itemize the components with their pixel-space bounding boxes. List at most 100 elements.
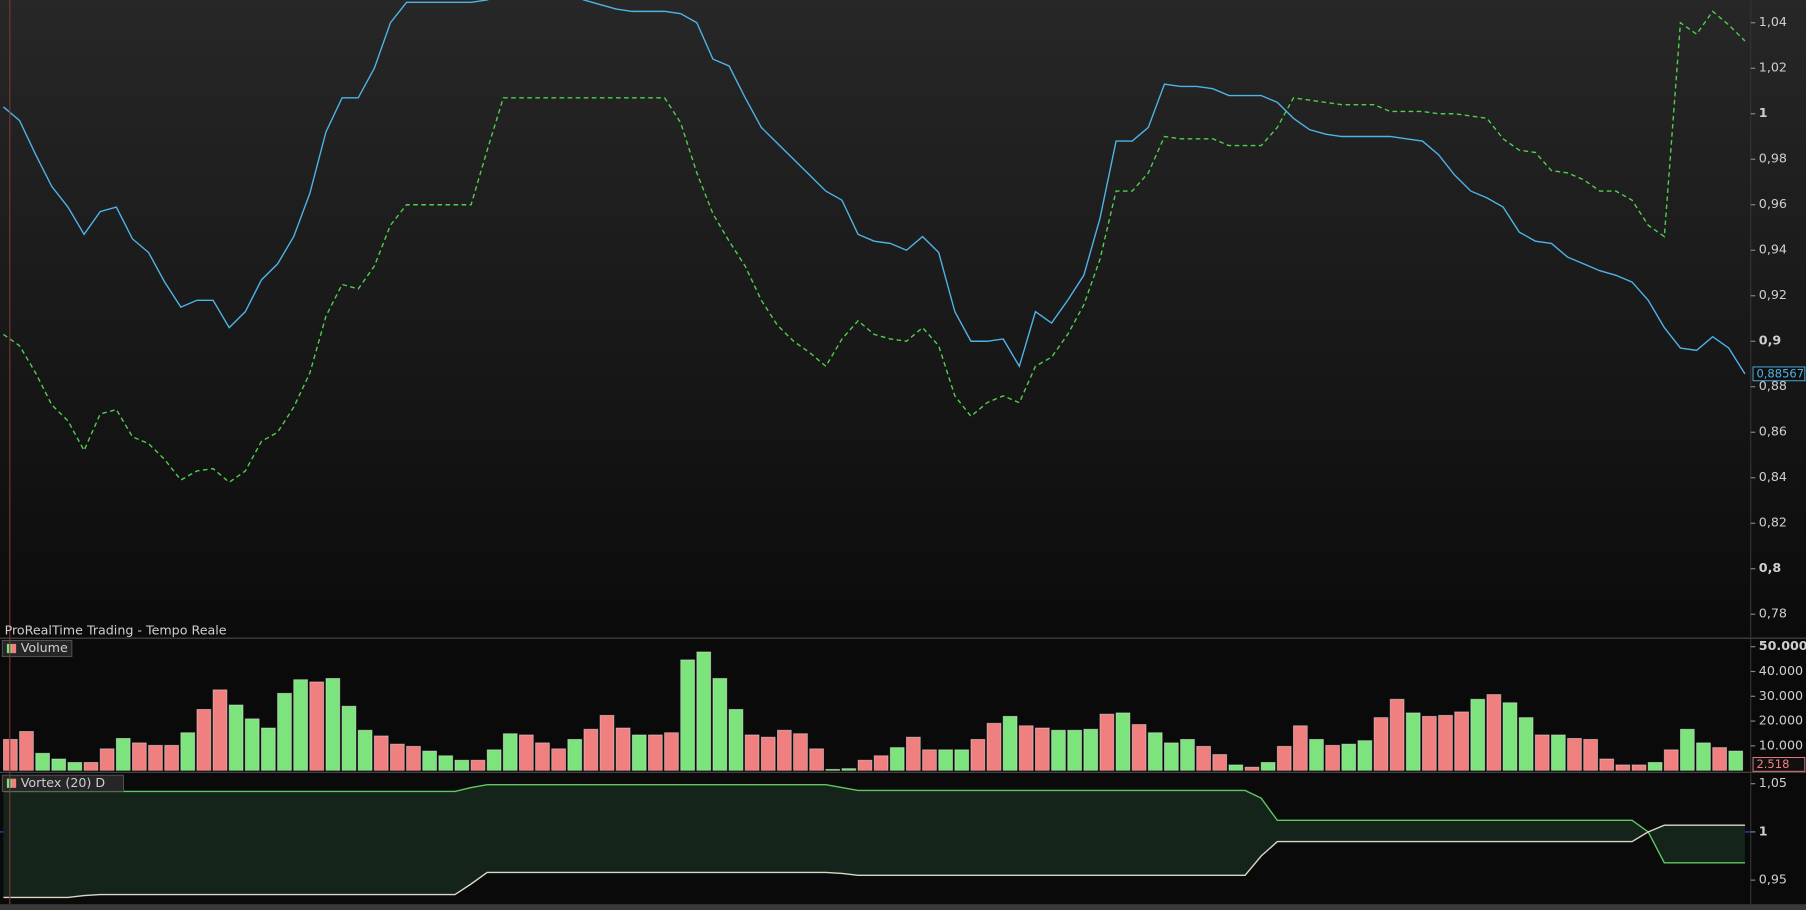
volume-bar (1518, 717, 1534, 771)
volume-bar (680, 659, 695, 771)
y-tick-label: 30.000 (1759, 688, 1803, 703)
volume-bar (1679, 728, 1695, 771)
volume-bar (148, 744, 163, 771)
volume-bar (664, 732, 679, 771)
volume-bar (1260, 761, 1276, 771)
volume-bar (51, 758, 67, 771)
volume-bar (438, 755, 454, 771)
y-tick-label: 0,78 (1759, 606, 1787, 621)
volume-bar (1325, 744, 1340, 771)
volume-bar (1567, 737, 1582, 771)
volume-bar (1147, 732, 1163, 771)
volume-bar (1099, 713, 1115, 771)
volume-bar (389, 743, 405, 771)
volume-bar (1244, 766, 1260, 771)
volume-bar (1502, 702, 1518, 771)
volume-bar (180, 732, 196, 771)
volume-bar (1341, 743, 1357, 771)
volume-bar (760, 736, 776, 771)
y-tick-label: 10.000 (1759, 737, 1803, 752)
volume-bar (567, 738, 583, 771)
volume-bar (309, 681, 325, 771)
y-tick-label: 1 (1759, 105, 1768, 120)
volume-bar (728, 708, 744, 771)
volume-bar (1663, 749, 1679, 771)
volume-bar (99, 748, 115, 771)
volume-bar (1550, 734, 1566, 771)
y-tick-label: 50.000 (1759, 638, 1806, 653)
volume-bar (1599, 758, 1615, 771)
volume-bar (228, 704, 244, 771)
volume-bar (131, 742, 147, 771)
legend-icon-down (11, 643, 17, 654)
volume-bar (1631, 764, 1647, 771)
volume-bar (1405, 712, 1421, 771)
volume-bar (1034, 727, 1050, 771)
y-tick-label: 0,9 (1759, 333, 1781, 348)
volume-bar (615, 727, 631, 771)
volume-bar (809, 748, 824, 771)
volume-bar (535, 742, 550, 771)
volume-bar (631, 734, 647, 771)
volume-bar (1131, 724, 1147, 771)
volume-bar (422, 750, 437, 771)
volume-bar (841, 768, 857, 771)
volume-bar (83, 761, 99, 771)
volume-bar (1002, 715, 1018, 771)
volume-bar (954, 749, 970, 771)
volume-bar (1051, 729, 1066, 771)
volume-bar (1583, 738, 1598, 771)
last-value-label: 0,88567 (1756, 366, 1804, 380)
y-tick-label: 1,05 (1759, 775, 1787, 790)
volume-bar (1438, 714, 1453, 771)
volume-bar (1421, 715, 1437, 771)
y-tick-label: 0,95 (1759, 872, 1787, 887)
volume-bar (1115, 712, 1131, 771)
plot (0, 783, 1751, 899)
volume-bar (341, 705, 357, 771)
volume-bar (1180, 738, 1195, 771)
legend-icon-down (11, 778, 17, 788)
volume-bar (35, 752, 50, 771)
vortex-band (3, 784, 1745, 898)
volume-bar (1067, 729, 1082, 771)
volume-bar (1696, 742, 1711, 771)
volume-bar (1357, 740, 1373, 771)
volume-bar (406, 745, 421, 771)
volume-bar (1292, 725, 1308, 771)
volume-bar (1373, 717, 1389, 771)
volume-bar (986, 722, 1002, 771)
plot (3, 0, 1746, 484)
volume-bar (1615, 764, 1631, 771)
volume-bar (67, 761, 83, 771)
volume-bar (938, 749, 953, 771)
volume-bar (889, 747, 905, 771)
volume-bar (454, 759, 470, 771)
volume-bar (1083, 728, 1099, 771)
y-tick-label: 0,82 (1759, 515, 1787, 530)
volume-bar (696, 651, 712, 771)
volume-bar (1389, 698, 1405, 771)
caption: ProRealTime Trading - Tempo Reale (5, 623, 227, 638)
volume-bar (1728, 750, 1744, 771)
volume-bar (1470, 698, 1486, 771)
volume-bar (1196, 745, 1211, 771)
volume-bar (905, 736, 921, 771)
volume-bar (1018, 725, 1034, 771)
volume-bar (1228, 764, 1244, 771)
y-tick-label: 20.000 (1759, 713, 1803, 728)
volume-bar (1276, 745, 1292, 771)
price-panel (0, 0, 1806, 637)
series-line (3, 783, 1745, 864)
legend-box (1, 774, 124, 792)
volume-bar (357, 729, 373, 771)
volume-bar (970, 738, 986, 771)
y-tick-label: 0,84 (1759, 469, 1787, 484)
y-tick-label: 40.000 (1759, 663, 1803, 678)
volume-bar (744, 734, 760, 771)
legend-label: Volume (21, 640, 68, 655)
legend-label: Vortex (20) D (21, 775, 105, 790)
volume-bar (115, 737, 131, 771)
